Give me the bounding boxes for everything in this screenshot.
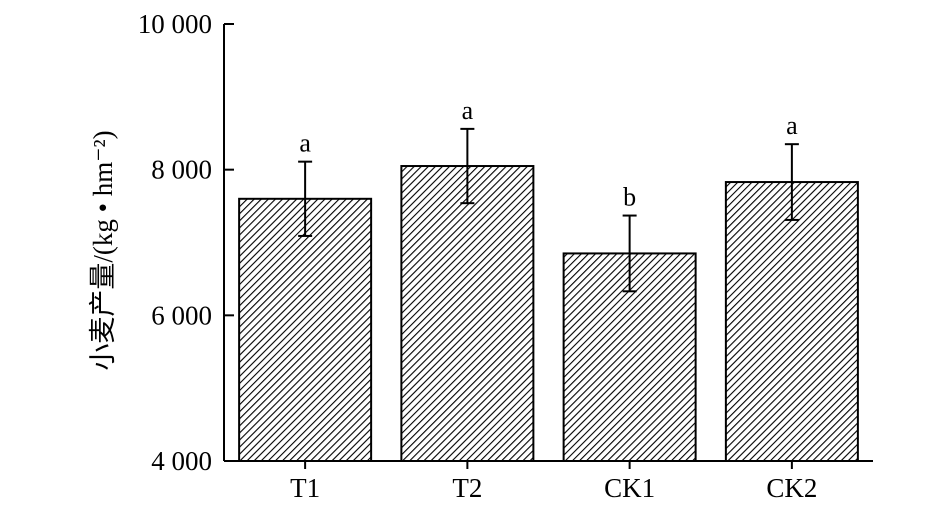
y-tick-label: 8 000 — [151, 155, 212, 185]
x-tick-label: T2 — [452, 473, 482, 503]
y-tick-label: 10 000 — [138, 9, 212, 39]
x-axis-categories: T1 T2 CK1 CK2 — [290, 461, 817, 503]
bar-t1 — [238, 197, 373, 463]
significance-label: a — [299, 129, 311, 158]
significance-labels: a a b a — [299, 96, 798, 212]
x-tick-label: CK1 — [604, 473, 655, 503]
y-axis-title-group: 小麦产量/(kg • hm⁻²) — [88, 130, 118, 370]
bar-t2 — [400, 165, 535, 462]
significance-label: b — [623, 183, 636, 212]
bars — [238, 165, 859, 463]
y-axis-title: 小麦产量/(kg • hm⁻²) — [88, 130, 118, 370]
y-tick-label: 4 000 — [151, 446, 212, 476]
x-tick-label: T1 — [290, 473, 320, 503]
y-tick-label: 6 000 — [151, 300, 212, 330]
x-tick-label: CK2 — [766, 473, 817, 503]
error-bars — [298, 127, 799, 293]
significance-label: a — [462, 96, 474, 125]
bar-ck2 — [724, 181, 859, 462]
significance-label: a — [786, 111, 798, 140]
y-axis-ticks: 4 000 6 000 8 000 10 000 — [138, 9, 234, 476]
